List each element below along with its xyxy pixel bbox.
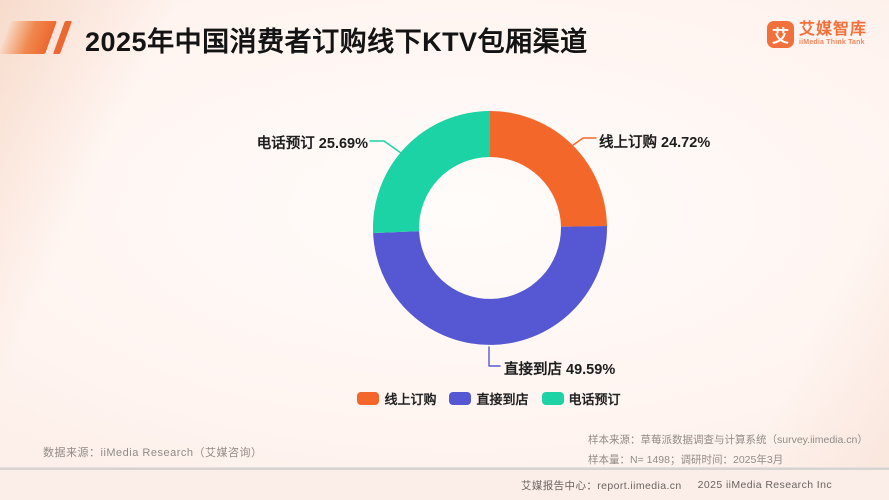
footer-copyright: 2025 iiMedia Research Inc: [697, 479, 832, 491]
legend-label-walkin: 直接到店: [476, 392, 529, 407]
footer-bar: 艾媒报告中心：report.iimedia.cn 2025 iiMedia Re…: [0, 470, 889, 500]
donut-chart: [373, 111, 607, 345]
legend-swatch-online: [357, 392, 380, 405]
footer-text: 艾媒报告中心：report.iimedia.cn 2025 iiMedia Re…: [521, 470, 832, 500]
page-title: 2025年中国消费者订购线下KTV包厢渠道: [85, 27, 588, 57]
legend-swatch-phone: [541, 392, 564, 405]
sample-size-note: 样本量：N= 1498；调研时间：2025年3月: [588, 453, 784, 466]
title-slash-bar-decoration: [0, 21, 58, 54]
iimedia-logo: 艾 艾媒智库 iiMedia Think Tank: [767, 21, 867, 48]
iimedia-logo-name: 艾媒智库: [799, 21, 868, 39]
data-source-note: 数据来源：iiMedia Research（艾媒咨询）: [43, 447, 263, 459]
iimedia-logo-text: 艾媒智库 iiMedia Think Tank: [799, 21, 868, 47]
title-slash-decoration: [52, 21, 73, 54]
callout-label-phone: 电话预订 25.69%: [256, 136, 368, 152]
legend-label-online: 线上订购: [384, 392, 437, 407]
legend-label-phone: 电话预订: [568, 392, 621, 407]
legend-item-online: 线上订购: [357, 389, 436, 408]
legend-item-phone: 电话预订: [541, 389, 621, 408]
callout-label-online: 线上订购 24.72%: [599, 135, 711, 151]
chart-legend: 线上订购 直接到店 电话预订: [339, 389, 639, 408]
legend-item-walkin: 直接到店: [449, 389, 529, 408]
donut-segment-2: [373, 225, 607, 345]
legend-swatch-walkin: [449, 392, 472, 405]
footer-report-center: 艾媒报告中心：report.iimedia.cn: [520, 479, 682, 492]
callout-label-walkin: 直接到店 49.59%: [504, 362, 616, 378]
donut-chart-svg: [373, 111, 607, 345]
iimedia-logo-icon: 艾: [767, 21, 794, 48]
footer-separator: [0, 467, 889, 470]
callout-line-walkin: [488, 346, 501, 367]
donut-segment-1: [490, 111, 607, 227]
iimedia-logo-tagline: iiMedia Think Tank: [799, 39, 865, 47]
sample-source-note: 样本来源：草莓派数据调查与计算系统（survey.iimedia.cn）: [588, 434, 868, 446]
donut-segment-3: [373, 111, 490, 234]
sample-notes: 样本来源：草莓派数据调查与计算系统（survey.iimedia.cn） 样本量…: [588, 431, 868, 470]
